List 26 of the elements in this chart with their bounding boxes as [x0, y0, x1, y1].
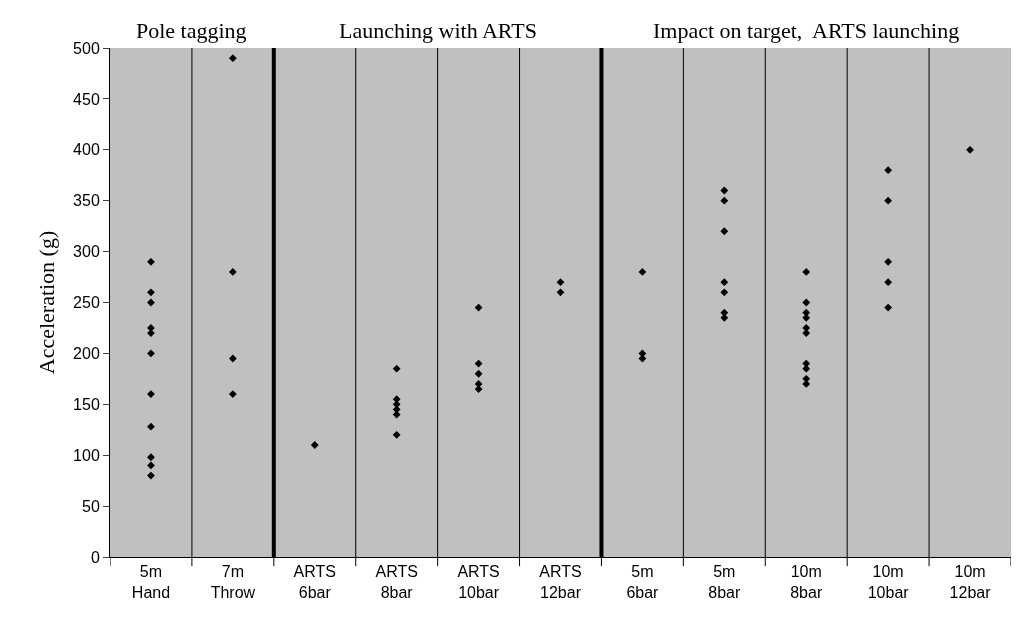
x-tick-label: ARTS 8bar — [375, 563, 418, 601]
text: Impact on target, ARTS launching — [653, 18, 960, 43]
y-tick-label: 350 — [73, 192, 100, 210]
text: Pole tagging — [136, 18, 247, 43]
y-tick-label: 100 — [73, 446, 100, 464]
y-tick-label: 300 — [73, 243, 100, 261]
x-tick-label: 5m 6bar — [626, 563, 660, 601]
y-axis-title: Acceleration (g) — [33, 230, 59, 375]
x-tick-label: 10m 12bar — [949, 563, 992, 601]
x-tick-label: 5m Hand — [131, 563, 171, 601]
y-tick-label: 150 — [73, 395, 100, 413]
x-tick-label: 5m 8bar — [708, 563, 741, 601]
x-tick-label: ARTS 6bar — [293, 563, 336, 601]
x-tick-label: ARTS 12bar — [539, 563, 582, 601]
y-tick-label: 200 — [73, 345, 100, 362]
x-tick-label: ARTS 10bar — [457, 563, 500, 601]
y-tick-label: 500 — [73, 39, 100, 57]
y-tick-label: 400 — [73, 141, 100, 159]
y-tick-label: 250 — [73, 294, 100, 312]
x-tick-label: 10m 8bar — [790, 563, 823, 601]
x-tick-label: 10m 10bar — [867, 563, 910, 601]
y-tick-label: 450 — [73, 90, 100, 108]
y-tick-label: 50 — [82, 497, 100, 515]
y-tick-label: 0 — [90, 548, 100, 566]
text: Launching with ARTS — [339, 18, 537, 43]
x-tick-label: 7m Throw — [210, 563, 256, 601]
